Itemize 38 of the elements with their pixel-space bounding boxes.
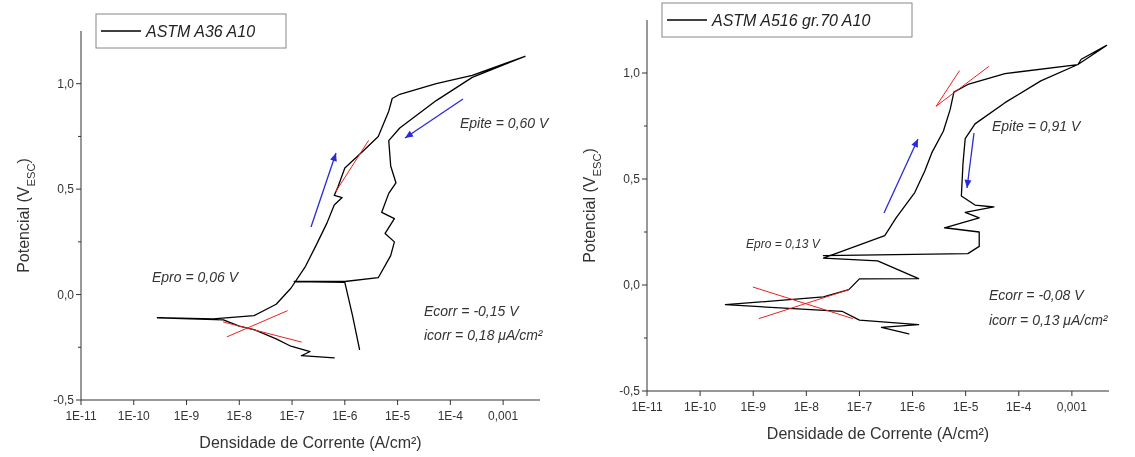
x-tick-label: 1E-4 xyxy=(437,409,464,423)
x-tick-label: 1E-4 xyxy=(1006,400,1032,414)
x-tick-label: 1E-10 xyxy=(117,409,151,423)
x-axis-title: Densidade de Corrente (A/cm²) xyxy=(766,425,990,442)
y-tick-label: -0,5 xyxy=(53,393,75,407)
x-tick-label: 1E-9 xyxy=(740,400,767,414)
annotation: icorr = 0,18 μA/cm² xyxy=(424,327,544,343)
x-tick-label: 1E-5 xyxy=(384,409,411,423)
y-tick-label: 1,0 xyxy=(57,76,75,91)
x-tick-label: 1E-5 xyxy=(952,400,979,414)
x-tick-label: 0,001 xyxy=(488,409,519,423)
x-tick-label: 1E-6 xyxy=(332,409,358,423)
x-tick-label: 1E-8 xyxy=(226,409,253,423)
x-tick-label: 1E-11 xyxy=(631,400,663,414)
annotation: Epite = 0,91 V xyxy=(992,118,1082,134)
y-tick-label: -0,5 xyxy=(619,384,641,398)
x-tick-label: 1E-7 xyxy=(279,409,306,423)
y-tick-label: 0,0 xyxy=(57,287,75,302)
x-tick-label: 1E-6 xyxy=(899,400,926,414)
x-tick-label: 1E-8 xyxy=(793,400,820,414)
annotation: Epro = 0,06 V xyxy=(152,269,240,285)
y-tick-label: 1,0 xyxy=(623,66,641,80)
x-tick-label: 1E-11 xyxy=(65,409,97,423)
annotation: Ecorr = -0,15 V xyxy=(424,303,521,319)
x-tick-label: 1E-9 xyxy=(173,409,200,423)
x-tick-label: 1E-10 xyxy=(684,400,717,414)
y-tick-label: 0,0 xyxy=(623,278,641,292)
legend-label: ASTM A36 A10 xyxy=(145,23,256,40)
y-tick-label: 0,5 xyxy=(623,172,641,186)
x-axis-title: Densidade de Corrente (A/cm²) xyxy=(199,434,422,451)
x-tick-label: 1E-7 xyxy=(846,400,873,414)
annotation: Ecorr = -0,08 V xyxy=(989,287,1086,303)
legend-label: ASTM A516 gr.70 A10 xyxy=(711,12,871,29)
annotation: Epro = 0,13 V xyxy=(746,237,821,251)
annotation: icorr = 0,13 μA/cm² xyxy=(989,312,1109,328)
y-tick-label: 0,5 xyxy=(57,182,75,197)
annotation: Epite = 0,60 V xyxy=(460,115,550,131)
x-tick-label: 0,001 xyxy=(1056,400,1088,414)
